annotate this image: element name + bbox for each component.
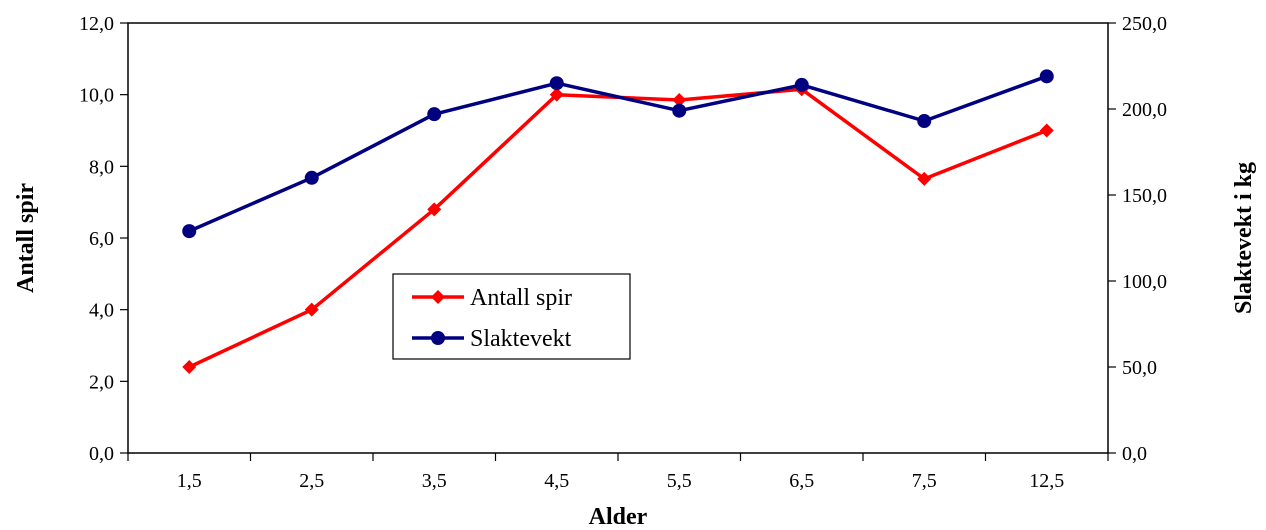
x-tick-label: 3,5: [422, 470, 447, 492]
y-left-tick-label: 6,0: [89, 228, 114, 250]
data-point-slaktevekt: [427, 107, 442, 122]
legend-label-slaktevekt: Slaktevekt: [470, 326, 572, 352]
y-left-tick-label: 0,0: [89, 443, 114, 465]
series-layer: [182, 69, 1054, 374]
x-tick-label: 12,5: [1029, 470, 1064, 492]
plot-area: [127, 22, 1109, 454]
data-point-slaktevekt: [304, 170, 319, 185]
x-axis-title: Alder: [589, 504, 648, 530]
y-right-tick-label: 250,0: [1122, 13, 1167, 35]
legend-label-antall-spir: Antall spir: [470, 285, 572, 311]
y-right-tick-label: 100,0: [1122, 271, 1167, 293]
data-point-antall-spir: [1039, 123, 1054, 138]
data-point-antall-spir: [427, 202, 442, 217]
data-point-antall-spir: [304, 302, 319, 317]
x-tick-label: 1,5: [177, 470, 202, 492]
data-point-antall-spir: [549, 87, 564, 102]
y-left-tick-label: 2,0: [89, 371, 114, 393]
data-point-slaktevekt: [182, 224, 197, 239]
data-point-slaktevekt: [1039, 69, 1054, 84]
data-point-antall-spir: [672, 93, 687, 108]
x-tick-label: 7,5: [912, 470, 937, 492]
y-left-tick-label: 8,0: [89, 156, 114, 178]
y-right-tick-label: 0,0: [1122, 443, 1147, 465]
x-tick-label: 6,5: [789, 470, 814, 492]
y-right-tick-label: 50,0: [1122, 357, 1157, 379]
data-point-slaktevekt: [794, 77, 809, 92]
legend-box: [392, 273, 631, 360]
x-tick-label: 2,5: [299, 470, 324, 492]
y-right-tick-label: 150,0: [1122, 185, 1167, 207]
data-point-antall-spir: [917, 171, 932, 186]
x-tick-label: 5,5: [667, 470, 692, 492]
legend-marker-slaktevekt: [431, 331, 445, 345]
data-point-antall-spir: [182, 360, 197, 374]
data-point-slaktevekt: [549, 76, 564, 91]
data-point-slaktevekt: [917, 114, 932, 129]
x-tick-label: 4,5: [544, 470, 569, 492]
axes-ticks: 1,5 2,5 3,5 4,5 5,5 6,5 7,5 12,5 0,0 2,0 4,0 6,0 8,0…: [79, 13, 1167, 492]
y-left-tick-label: 10,0: [79, 85, 114, 107]
legend-marker-antall-spir: [431, 290, 445, 304]
y-axis-right-title: Slaktevekt i kg: [1231, 162, 1257, 314]
y-left-tick-label: 12,0: [79, 13, 114, 35]
series-line-slaktevekt: [188, 74, 1048, 233]
y-left-tick-label: 4,0: [89, 300, 114, 322]
y-axis-left-title: Antall spir: [13, 183, 39, 293]
data-point-slaktevekt: [672, 103, 687, 118]
legend: Antall spir Slaktevekt: [392, 273, 631, 360]
y-right-tick-label: 200,0: [1122, 99, 1167, 121]
